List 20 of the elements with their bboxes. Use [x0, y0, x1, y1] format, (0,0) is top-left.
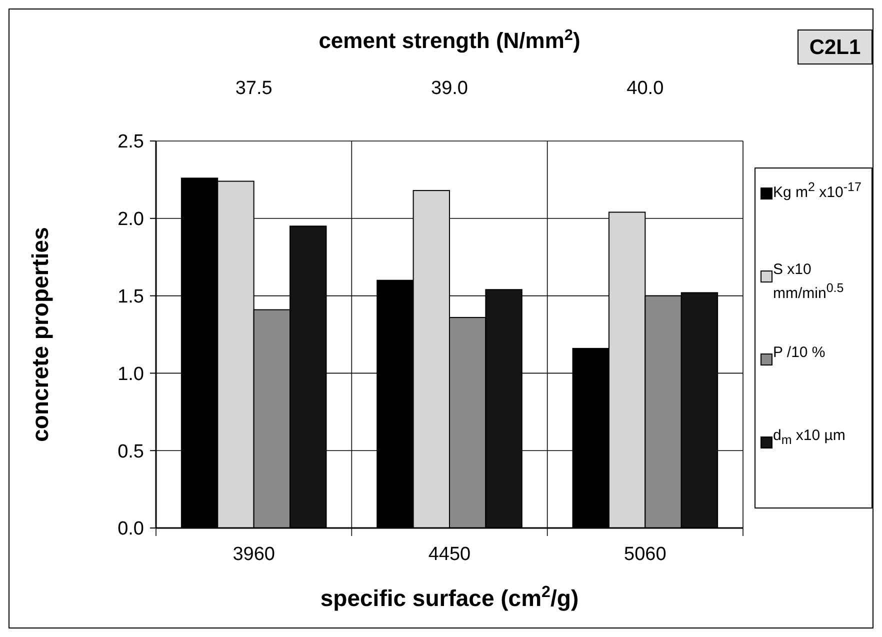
text: 40.0 [626, 78, 664, 99]
legend-label: Kg m$^{2}$ x10$^{-17}$ [773, 179, 862, 202]
legend-label: P /10 % [773, 344, 826, 362]
x-tick-label: 5060 [624, 544, 666, 565]
y-tick-label: 0.5 [118, 441, 144, 462]
legend-label: S x10 mm/min$^{0.5}$ [773, 261, 845, 303]
legend-label: d$_{m}$ x10 µm [773, 427, 846, 449]
y-tick-label: 2.0 [118, 209, 144, 230]
y-axis-title: concrete properties [27, 227, 53, 442]
y-tick-label: 1.5 [118, 286, 144, 308]
text: 37.5 [235, 78, 272, 99]
x2-axis-title: cement strength (N/mm$^{2}$) [318, 26, 580, 53]
y-tick-label: 0.0 [118, 518, 144, 540]
y-tick-label: 1.0 [118, 364, 144, 385]
text: 39.0 [431, 78, 468, 99]
y-tick-label: 2.5 [118, 132, 144, 153]
x-axis-title: specific surface (cm$^{2}$/g) [320, 583, 579, 611]
text: C2L1 [809, 36, 861, 59]
x-tick-label: 4450 [428, 544, 471, 565]
x-tick-label: 3960 [232, 544, 275, 565]
